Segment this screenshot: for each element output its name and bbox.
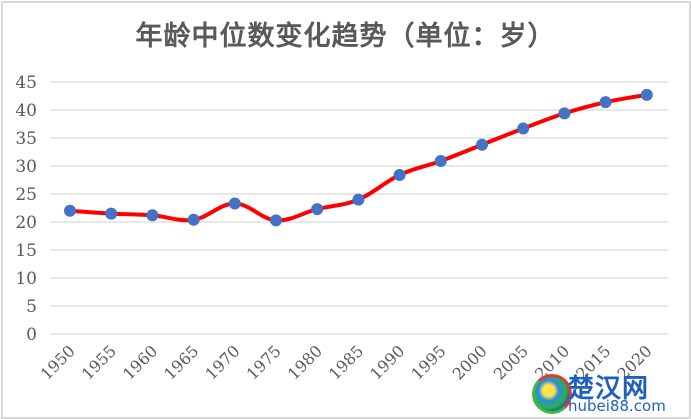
x-tick-label: 1950 — [37, 341, 79, 383]
data-point — [476, 138, 488, 151]
data-point — [228, 197, 241, 210]
watermark-url: hubei88.com — [568, 397, 666, 415]
y-tick-label: 15 — [15, 241, 37, 261]
data-markers — [64, 88, 653, 227]
y-tick-label: 35 — [15, 129, 37, 149]
x-tick-label: 1995 — [407, 341, 449, 383]
x-tick-label: 1980 — [284, 341, 326, 383]
watermark-logo: 楚汉网 hubei88.com — [530, 368, 690, 416]
gridlines — [50, 81, 668, 335]
data-point — [105, 207, 118, 220]
data-point — [558, 107, 571, 120]
x-tick-label: 2000 — [449, 341, 491, 383]
y-tick-label: 5 — [26, 297, 37, 317]
data-point — [434, 154, 447, 167]
y-tick-label: 40 — [15, 101, 37, 121]
x-tick-label: 1975 — [243, 341, 285, 383]
data-point — [517, 122, 530, 135]
y-tick-label: 30 — [15, 157, 37, 177]
data-point — [640, 88, 653, 101]
x-tick-label: 1970 — [201, 341, 243, 383]
y-axis-labels: 0 5 10 15 20 25 30 35 40 45 — [15, 73, 37, 345]
x-tick-label: 1960 — [119, 341, 161, 383]
chart-title: 年龄中位数变化趋势（单位：岁） — [135, 21, 556, 52]
x-tick-label: 1955 — [78, 341, 120, 383]
x-tick-label: 1990 — [366, 341, 408, 383]
x-tick-label: 2005 — [490, 341, 532, 383]
data-point — [187, 213, 200, 226]
x-tick-label: 1985 — [325, 341, 367, 383]
data-point — [270, 214, 282, 227]
y-tick-label: 25 — [15, 185, 37, 205]
data-point — [393, 168, 406, 181]
data-point — [146, 209, 159, 222]
y-tick-label: 0 — [26, 325, 37, 345]
y-tick-label: 45 — [15, 73, 37, 93]
globe-logo-icon — [532, 374, 572, 414]
data-point — [311, 203, 324, 216]
data-point — [599, 96, 612, 109]
watermark-name: 楚汉网 — [568, 374, 650, 404]
y-tick-label: 10 — [15, 269, 37, 289]
data-point — [352, 193, 365, 206]
data-point — [64, 204, 76, 217]
x-tick-label: 1965 — [160, 341, 202, 383]
y-tick-label: 20 — [15, 213, 37, 233]
